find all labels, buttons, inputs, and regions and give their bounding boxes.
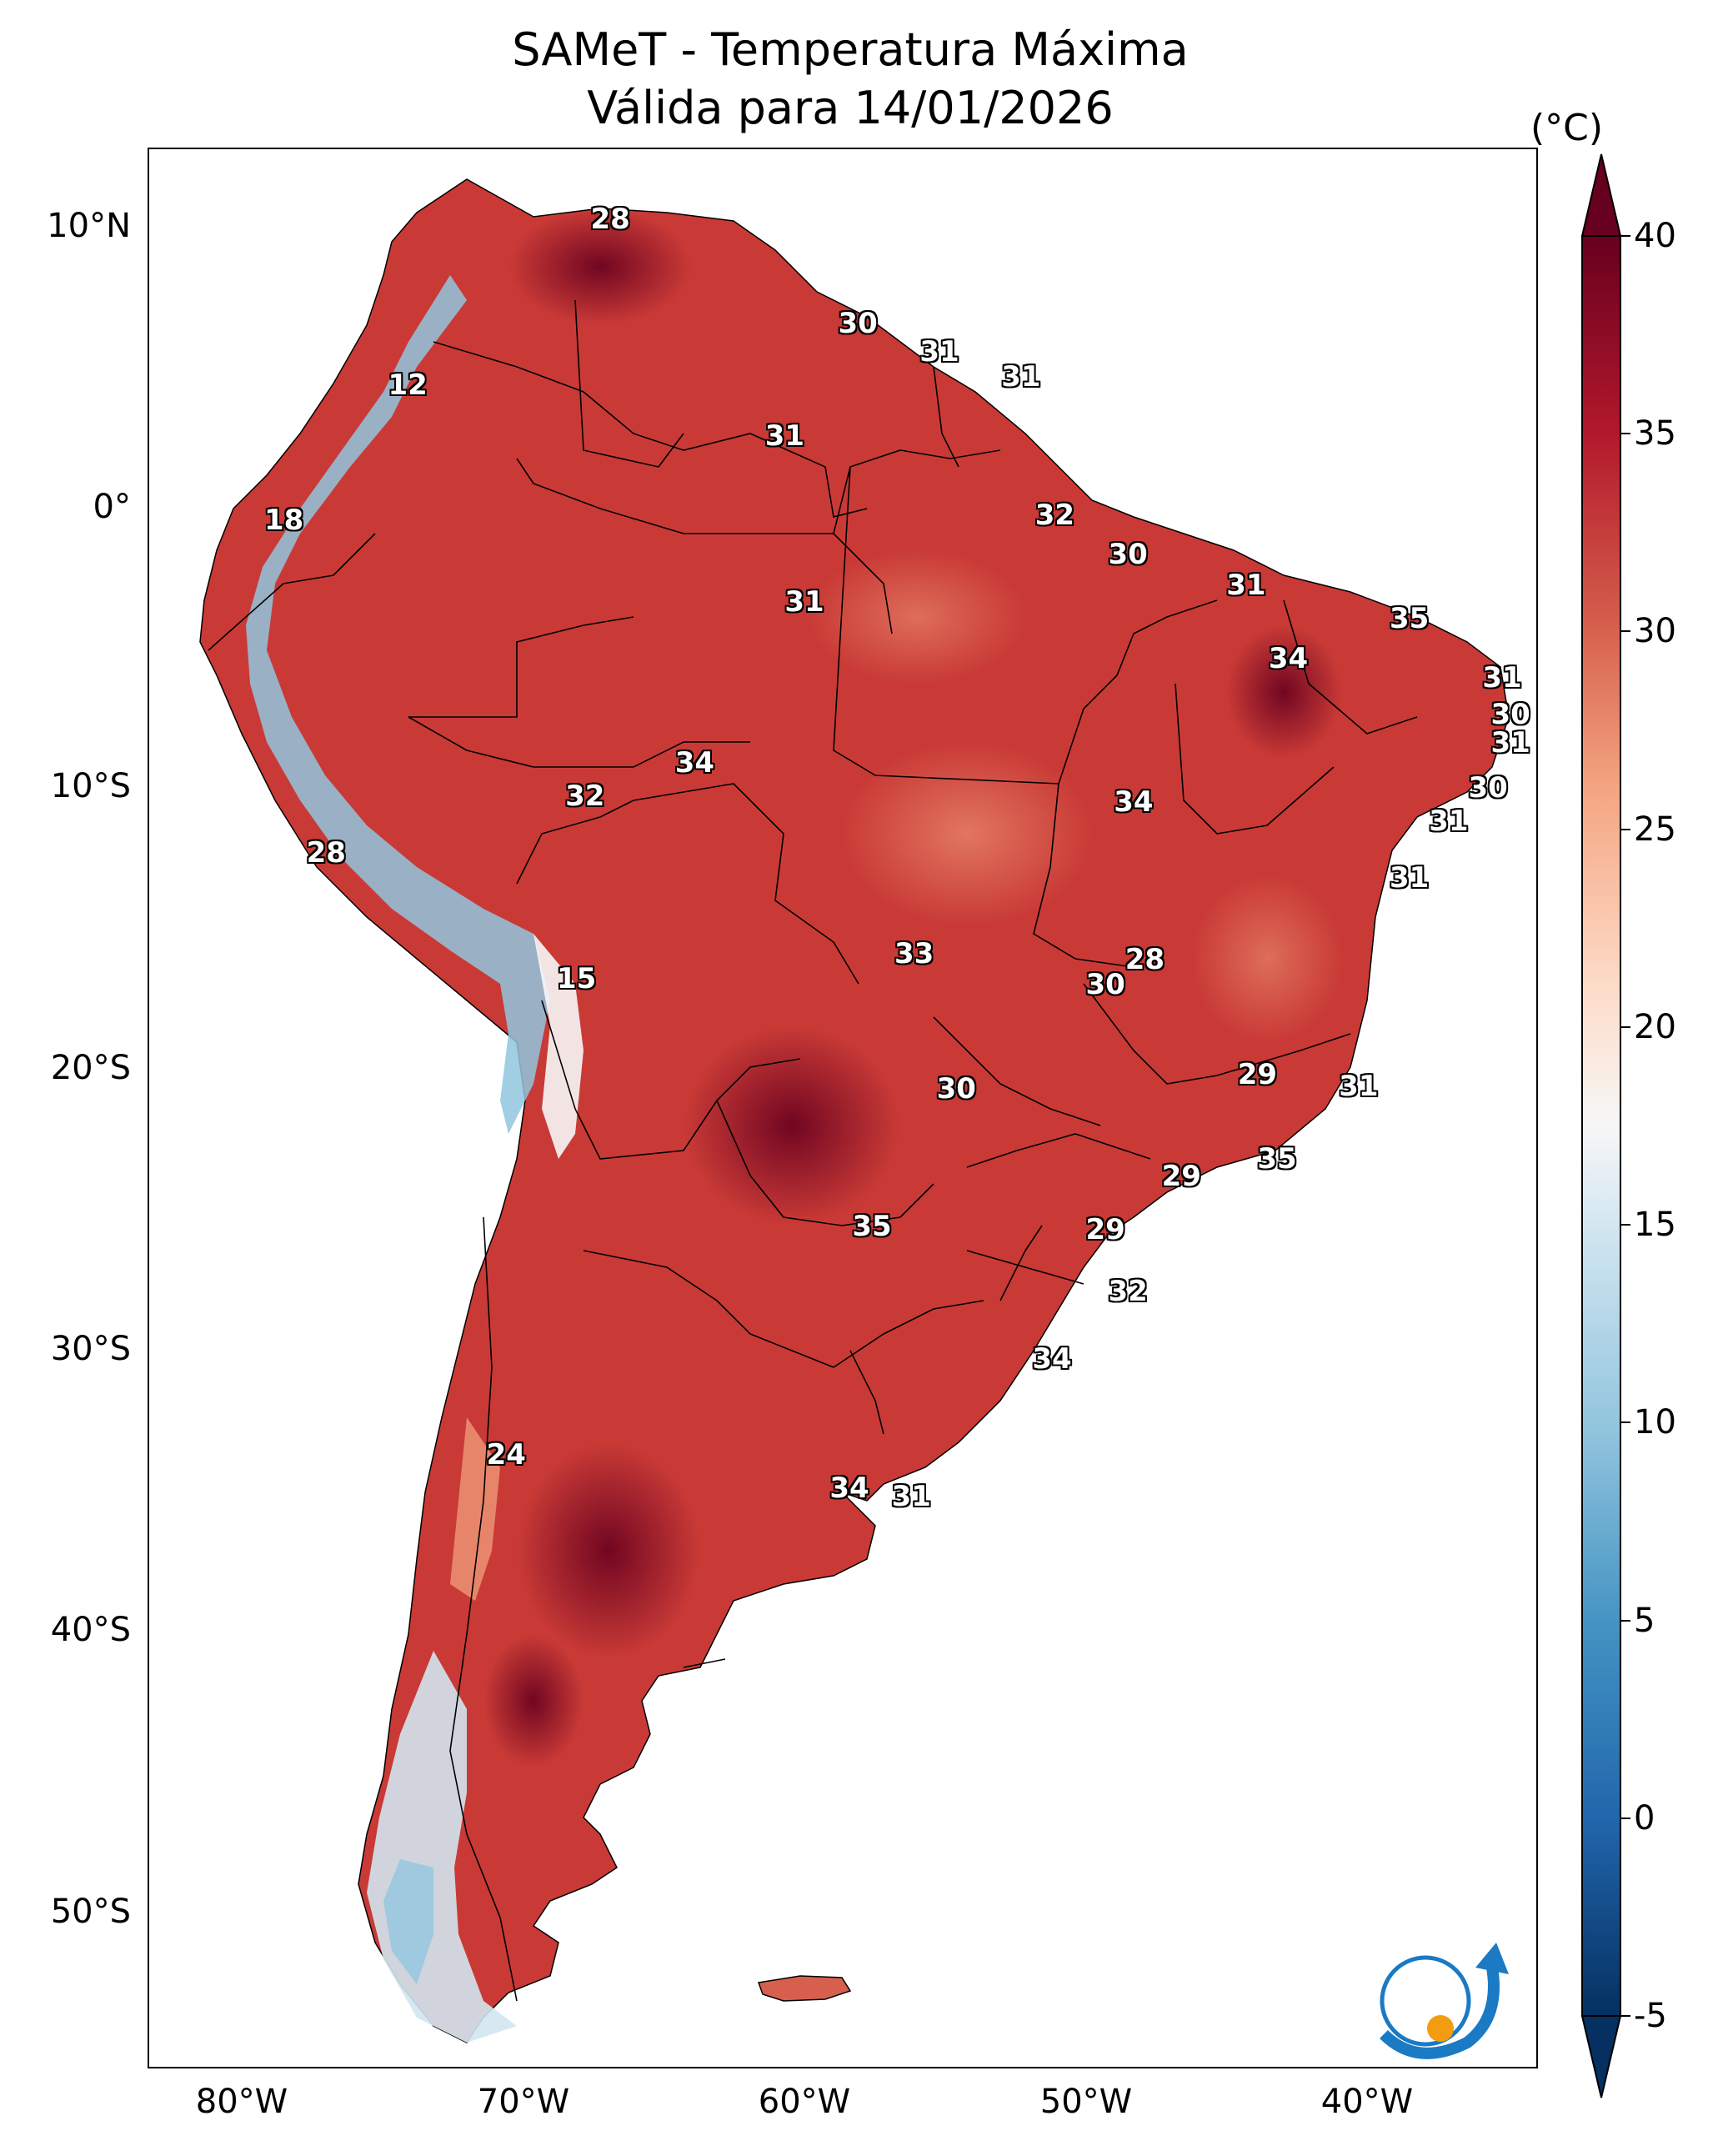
station-temperature-label: 30 [1468, 770, 1508, 805]
station-temperature-label: 31 [764, 419, 805, 453]
colorbar-tick-label: 5 [1634, 1601, 1655, 1640]
station-temperature-label: 32 [1108, 1275, 1148, 1308]
lon-label-60w: 60°W [758, 2083, 851, 2121]
andes-cold-region [246, 275, 550, 1134]
colorbar-tick-label: 15 [1634, 1206, 1676, 1245]
station-temperature-label: 34 [829, 1472, 869, 1506]
lon-label-80w: 80°W [195, 2083, 288, 2121]
falkland-islands [757, 1975, 852, 2002]
station-temperature-label: 29 [1085, 1212, 1125, 1246]
colorbar-tick-label: 40 [1634, 217, 1676, 255]
country-borders [208, 299, 1418, 2002]
station-temperature-label: 31 [1482, 661, 1522, 695]
station-temperature-label: 30 [1490, 698, 1530, 732]
lon-label-40w: 40°W [1320, 2083, 1414, 2121]
station-temperature-label: 35 [1389, 602, 1430, 636]
colorbar-tick-mark [1620, 1224, 1630, 1226]
colorbar-tick-mark [1620, 630, 1630, 633]
station-temperature-label: 34 [1268, 641, 1309, 675]
lon-label-70w: 70°W [477, 2083, 570, 2121]
station-temperature-label: 30 [1085, 968, 1125, 1002]
station-temperature-label: 35 [1257, 1142, 1297, 1176]
station-temperature-label: 31 [891, 1480, 931, 1514]
station-temperature-label: 31 [784, 585, 824, 619]
colorbar-tick-label: 25 [1634, 810, 1676, 849]
map-axes-frame [148, 148, 1538, 2068]
map-title-line-1: SAMeT - Temperatura Máxima [512, 23, 1189, 76]
station-temperature-label: 28 [306, 835, 346, 870]
lat-label-10n: 10°N [47, 207, 131, 245]
station-temperature-label: 30 [936, 1072, 976, 1106]
station-temperature-label: 31 [919, 334, 959, 369]
station-temperature-label: 18 [263, 504, 304, 538]
colorbar-max-extend-triangle [1580, 153, 1622, 237]
colorbar-tick-label: 10 [1634, 1403, 1676, 1442]
station-temperature-label: 30 [838, 307, 878, 340]
station-temperature-label: 12 [388, 369, 428, 403]
colorbar-tick-mark [1620, 828, 1630, 830]
station-temperature-label: 28 [590, 203, 630, 237]
colorbar-unit-label: (°C) [1530, 107, 1604, 149]
colorbar-tick-label: 30 [1634, 612, 1676, 651]
station-temperature-label: 31 [1429, 805, 1469, 839]
colorbar-tick-mark [1620, 1025, 1630, 1028]
colorbar-min-extend-triangle [1580, 2015, 1622, 2098]
station-temperature-label: 28 [1124, 942, 1165, 976]
colorbar-tick-label: -5 [1634, 1997, 1667, 2035]
colorbar-tick-label: 20 [1634, 1007, 1676, 1046]
inpe-logo [1380, 1943, 1509, 2059]
colorbar-tick-mark [1620, 235, 1630, 237]
lat-label-50s: 50°S [50, 1893, 131, 1931]
station-temperature-label: 31 [1001, 360, 1041, 394]
station-temperature-label: 31 [1389, 860, 1430, 895]
station-temperature-label: 31 [1226, 568, 1266, 602]
station-temperature-label: 29 [1161, 1159, 1201, 1193]
lat-label-30s: 30°S [50, 1330, 131, 1368]
station-temperature-label: 32 [565, 780, 605, 813]
lat-label-10s: 10°S [50, 767, 131, 805]
station-temperature-label: 34 [1114, 785, 1154, 819]
station-temperature-label: 33 [894, 937, 934, 970]
station-temperature-label: 30 [1108, 537, 1148, 571]
lat-label-20s: 20°S [50, 1049, 131, 1087]
station-temperature-label: 29 [1237, 1058, 1278, 1092]
colorbar-tick-mark [1620, 2015, 1630, 2017]
station-temperature-label: 35 [852, 1210, 892, 1244]
station-temperature-label: 34 [1032, 1342, 1072, 1376]
station-temperature-label: 34 [674, 745, 715, 780]
station-temperature-label: 32 [1034, 498, 1075, 532]
colorbar-tick-mark [1620, 433, 1630, 435]
colorbar [1580, 153, 1622, 2098]
station-temperature-label: 15 [556, 962, 597, 996]
colorbar-tick-label: 35 [1634, 414, 1676, 454]
colorbar-body [1582, 236, 1620, 2016]
colorbar-tick-mark [1620, 1817, 1630, 1819]
station-temperature-label: 31 [1339, 1069, 1379, 1103]
lat-label-0: 0° [93, 488, 131, 526]
lon-label-50w: 50°W [1039, 2083, 1133, 2121]
map-title-line-2: Válida para 14/01/2026 [587, 82, 1114, 134]
map-layer [199, 178, 1510, 2043]
colorbar-tick-label: 0 [1634, 1798, 1655, 1838]
colorbar-tick-mark [1620, 1421, 1630, 1424]
colorbar-tick-mark [1620, 1619, 1630, 1622]
lat-label-40s: 40°S [50, 1611, 131, 1649]
station-temperature-label: 31 [1490, 725, 1530, 760]
station-temperature-label: 24 [486, 1437, 526, 1472]
